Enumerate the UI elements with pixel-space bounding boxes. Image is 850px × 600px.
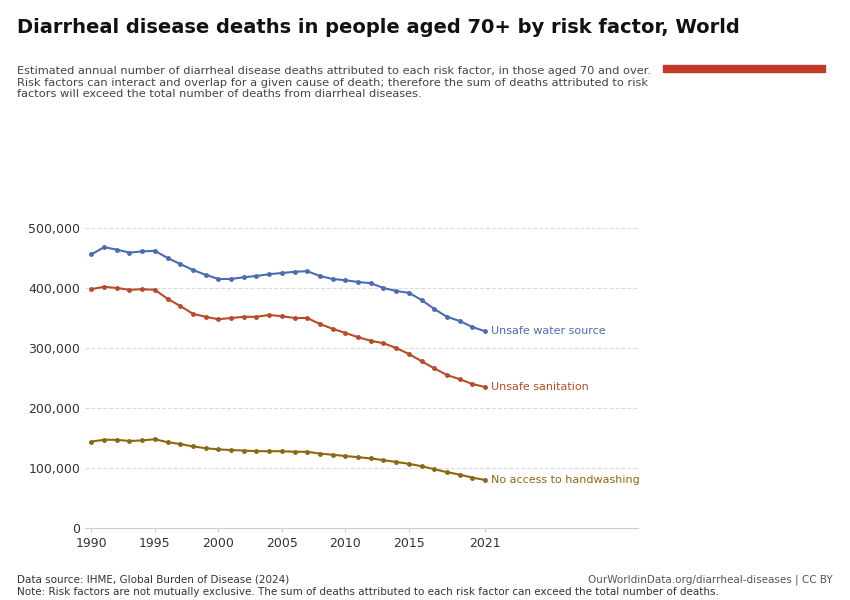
Bar [663, 65, 824, 72]
Text: Note: Risk factors are not mutually exclusive. The sum of deaths attributed to e: Note: Risk factors are not mutually excl… [17, 587, 719, 597]
Text: Estimated annual number of diarrheal disease deaths attributed to each risk fact: Estimated annual number of diarrheal dis… [17, 66, 651, 99]
Text: Diarrheal disease deaths in people aged 70+ by risk factor, World: Diarrheal disease deaths in people aged … [17, 18, 740, 37]
Text: Unsafe water source: Unsafe water source [491, 326, 606, 336]
Text: Data source: IHME, Global Burden of Disease (2024): Data source: IHME, Global Burden of Dise… [17, 575, 289, 585]
Text: in Data: in Data [720, 44, 768, 58]
Text: Unsafe sanitation: Unsafe sanitation [491, 382, 589, 392]
Text: No access to handwashing: No access to handwashing [491, 475, 640, 485]
Text: OurWorldinData.org/diarrheal-diseases | CC BY: OurWorldinData.org/diarrheal-diseases | … [588, 575, 833, 585]
Text: Our World: Our World [711, 26, 777, 40]
